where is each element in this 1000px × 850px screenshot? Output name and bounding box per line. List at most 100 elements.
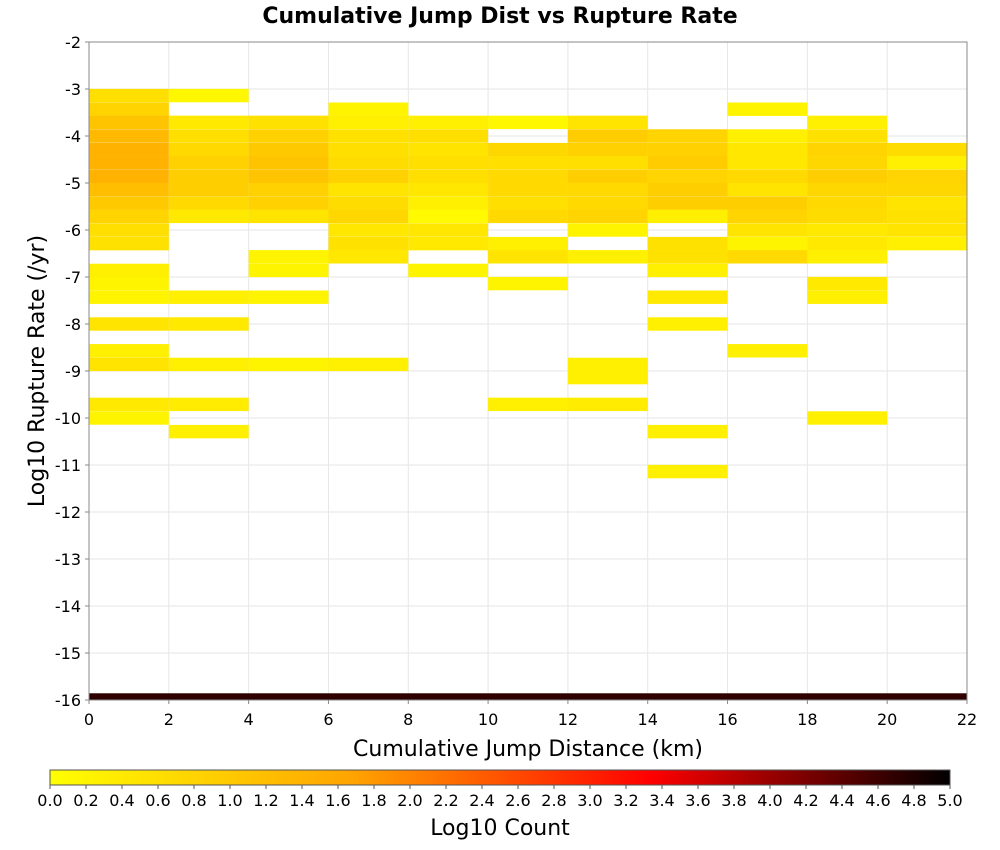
heatmap-cells <box>89 88 967 700</box>
heatmap-cell <box>168 209 249 224</box>
heatmap-cell <box>488 209 568 224</box>
heatmap-cell <box>647 182 728 197</box>
colorbar-tick-label: 2.4 <box>469 791 494 810</box>
heatmap-cell <box>807 182 888 197</box>
heatmap-cell <box>248 357 329 372</box>
heatmap-cell <box>488 142 568 157</box>
y-tick-label: -8 <box>65 315 81 334</box>
heatmap-cell <box>328 129 409 143</box>
heatmap-cell <box>408 156 489 170</box>
y-tick-label: -14 <box>55 597 81 616</box>
colorbar-tick-label: 0.6 <box>145 791 170 810</box>
heatmap-cell <box>168 169 249 184</box>
heatmap-cell <box>647 290 728 304</box>
heatmap-cell <box>567 129 648 143</box>
heatmap-cell <box>567 209 648 224</box>
heatmap-cell <box>727 102 808 116</box>
heatmap-cell <box>328 182 409 197</box>
heatmap-cell <box>807 223 888 237</box>
colorbar-tick-label: 2.2 <box>433 791 458 810</box>
heatmap-cell <box>567 250 648 264</box>
x-tick-label: 4 <box>244 710 254 729</box>
heatmap-cell <box>408 182 489 197</box>
heatmap-cell <box>89 317 169 331</box>
heatmap-cell <box>727 142 808 157</box>
y-axis-ticks: -16 -15 -14 -13 -12 -11 -10 -9 -8 -7 -6 -5 -4 -3 -2 <box>55 33 89 710</box>
colorbar-tick-label: 2.8 <box>541 791 566 810</box>
colorbar-tick-label: 4.6 <box>865 791 890 810</box>
heatmap-cell <box>807 250 888 264</box>
heatmap-cell <box>89 290 169 304</box>
colorbar-tick-label: 4.0 <box>757 791 782 810</box>
x-axis-ticks: 0 2 4 6 8 10 12 14 16 18 20 22 <box>84 700 977 729</box>
heatmap-cell <box>328 142 409 157</box>
heatmap-cell <box>647 464 728 479</box>
colorbar-tick-label: 2.6 <box>505 791 530 810</box>
heatmap-cell <box>89 182 169 197</box>
heatmap-cell <box>89 209 169 224</box>
heatmap-cell <box>887 209 967 224</box>
colorbar-tick-label: 1.6 <box>325 791 350 810</box>
heatmap-cell <box>328 115 409 130</box>
heatmap-cell <box>408 129 489 143</box>
y-tick-label: -6 <box>65 221 81 240</box>
heatmap-cell <box>807 129 888 143</box>
heatmap-cell <box>488 276 568 291</box>
heatmap-cell <box>328 209 409 224</box>
heatmap-cell <box>647 317 728 331</box>
heatmap-cell <box>567 196 648 210</box>
heatmap-cell <box>567 223 648 237</box>
heatmap-cell <box>89 223 169 237</box>
y-tick-label: -13 <box>55 550 81 569</box>
colorbar-tick-label: 1.0 <box>217 791 242 810</box>
heatmap-cell <box>328 156 409 170</box>
heatmap-cell <box>248 156 329 170</box>
heatmap-cell <box>168 357 249 372</box>
heatmap-cell <box>488 115 568 130</box>
heatmap-cell <box>807 169 888 184</box>
heatmap-cell <box>248 250 329 264</box>
heatmap-cell <box>408 223 489 237</box>
heatmap-cell <box>89 357 169 372</box>
y-tick-label: -5 <box>65 174 81 193</box>
x-tick-label: 18 <box>797 710 817 729</box>
colorbar-tick-label: 3.4 <box>649 791 674 810</box>
heatmap-cell <box>647 424 728 439</box>
heatmap-cell <box>807 209 888 224</box>
x-tick-label: 6 <box>323 710 333 729</box>
x-tick-label: 12 <box>558 710 578 729</box>
heatmap-cell <box>89 102 169 116</box>
heatmap-cell <box>647 196 728 210</box>
colorbar-tick-label: 3.6 <box>685 791 710 810</box>
heatmap-cell <box>248 129 329 143</box>
heatmap-cell <box>168 88 249 103</box>
heatmap-cell <box>248 209 329 224</box>
x-tick-label: 10 <box>478 710 498 729</box>
heatmap-cell <box>328 169 409 184</box>
colorbar-tick-label: 0.4 <box>109 791 134 810</box>
heatmap-cell <box>248 115 329 130</box>
heatmap-cell <box>328 196 409 210</box>
heatmap-cell <box>408 236 489 251</box>
x-tick-label: 0 <box>84 710 94 729</box>
heatmap-cell <box>488 250 568 264</box>
x-tick-label: 8 <box>403 710 413 729</box>
colorbar-tick-label: 1.4 <box>289 791 314 810</box>
heatmap-cell <box>727 250 808 264</box>
heatmap-cell <box>647 142 728 157</box>
colorbar-tick-label: 3.8 <box>721 791 746 810</box>
heatmap-cell <box>567 156 648 170</box>
heatmap-cell <box>727 169 808 184</box>
heatmap-cell <box>887 169 967 184</box>
heatmap-cell <box>248 290 329 304</box>
heatmap-cell <box>248 182 329 197</box>
heatmap-cell <box>727 129 808 143</box>
y-tick-label: -16 <box>55 691 81 710</box>
heatmap-cell <box>887 196 967 210</box>
y-tick-label: -4 <box>65 127 81 146</box>
colorbar-tick-label: 4.8 <box>901 791 926 810</box>
heatmap-cell <box>168 290 249 304</box>
heatmap-cell <box>168 196 249 210</box>
x-tick-label: 22 <box>957 710 977 729</box>
heatmap-cell <box>647 250 728 264</box>
